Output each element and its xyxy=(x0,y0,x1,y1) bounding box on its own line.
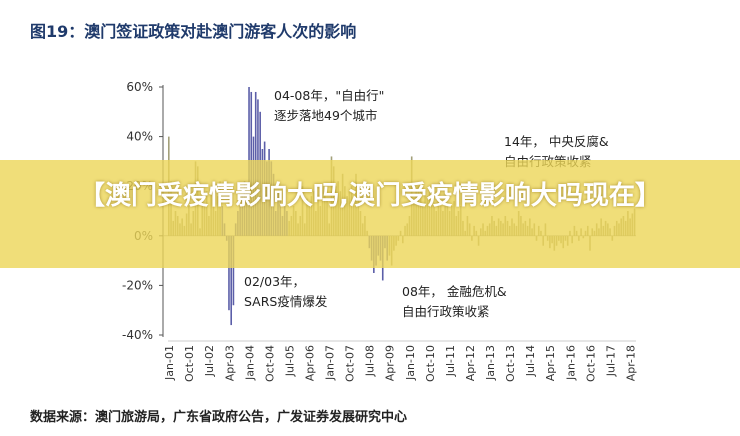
x-tick-label: Jul-11 xyxy=(444,345,457,377)
x-tick-label: Jan-16 xyxy=(564,345,577,381)
x-tick-label: Jan-10 xyxy=(404,345,417,381)
x-tick-label: Jul-02 xyxy=(203,345,216,377)
y-tick-label: -40% xyxy=(122,328,153,342)
annotation-line: 自由行政策收紧 xyxy=(402,304,490,319)
x-tick-label: Oct-13 xyxy=(504,345,517,382)
y-tick-label: -20% xyxy=(122,278,153,292)
x-tick-label: Jan-13 xyxy=(484,345,497,381)
x-tick-label: Jul-14 xyxy=(524,345,537,377)
banner-headline: 【澳门受疫情影响大吗,澳门受疫情影响大吗现在】 xyxy=(79,181,661,211)
source-note: 数据来源：澳门旅游局，广东省政府公告，广发证券发展研究中心 xyxy=(30,410,408,425)
annotation-line: 逐步落地49个城市 xyxy=(274,108,378,123)
x-tick-label: Oct-16 xyxy=(584,345,597,382)
y-tick-label: 60% xyxy=(126,80,153,94)
annotation-line: SARS疫情爆发 xyxy=(244,294,328,309)
x-tick-label: Oct-10 xyxy=(424,345,437,382)
x-tick-label: Jan-07 xyxy=(324,345,337,381)
x-tick-label: Apr-12 xyxy=(464,345,477,381)
x-tick-label: Apr-09 xyxy=(384,345,397,381)
bar xyxy=(232,235,235,306)
x-tick-label: Jul-08 xyxy=(364,345,377,377)
annotation-line: 14年， 中央反腐& xyxy=(504,134,609,149)
x-tick-label: Jan-01 xyxy=(163,345,176,381)
x-tick-label: Jul-17 xyxy=(604,345,617,377)
bar xyxy=(228,235,230,311)
x-axis: Jan-01 Oct-01 Jul-02 Apr-03 Jan-04 Oct-04 Jul-… xyxy=(163,340,637,382)
annotation-line: 04-08年，"自由行" xyxy=(274,88,385,103)
annotation-sars: 02/03年， SARS疫情爆发 xyxy=(244,272,327,312)
x-tick-label: Oct-04 xyxy=(263,345,276,382)
annotation-line: 08年， 金融危机& xyxy=(402,284,507,299)
x-tick-label: Apr-06 xyxy=(304,345,317,381)
annotation-line: 02/03年， xyxy=(244,274,306,289)
annotation-financial-crisis: 08年， 金融危机& 自由行政策收紧 xyxy=(402,282,507,322)
x-tick-label: Apr-03 xyxy=(223,345,236,381)
figure-title: 图19：澳门签证政策对赴澳门游客人次的影响 xyxy=(30,22,357,41)
x-tick-label: Apr-15 xyxy=(544,345,557,381)
x-tick-label: Jul-05 xyxy=(283,345,296,377)
overlay-banner xyxy=(0,160,740,268)
x-tick-label: Jan-04 xyxy=(243,345,256,381)
x-tick-label: Oct-01 xyxy=(183,345,196,382)
x-tick-label: Oct-07 xyxy=(344,345,357,382)
bar xyxy=(230,235,232,326)
annotation-free-travel: 04-08年，"自由行" 逐步落地49个城市 xyxy=(274,86,384,126)
x-tick-label: Apr-18 xyxy=(624,345,637,381)
y-tick-label: 40% xyxy=(126,130,153,144)
